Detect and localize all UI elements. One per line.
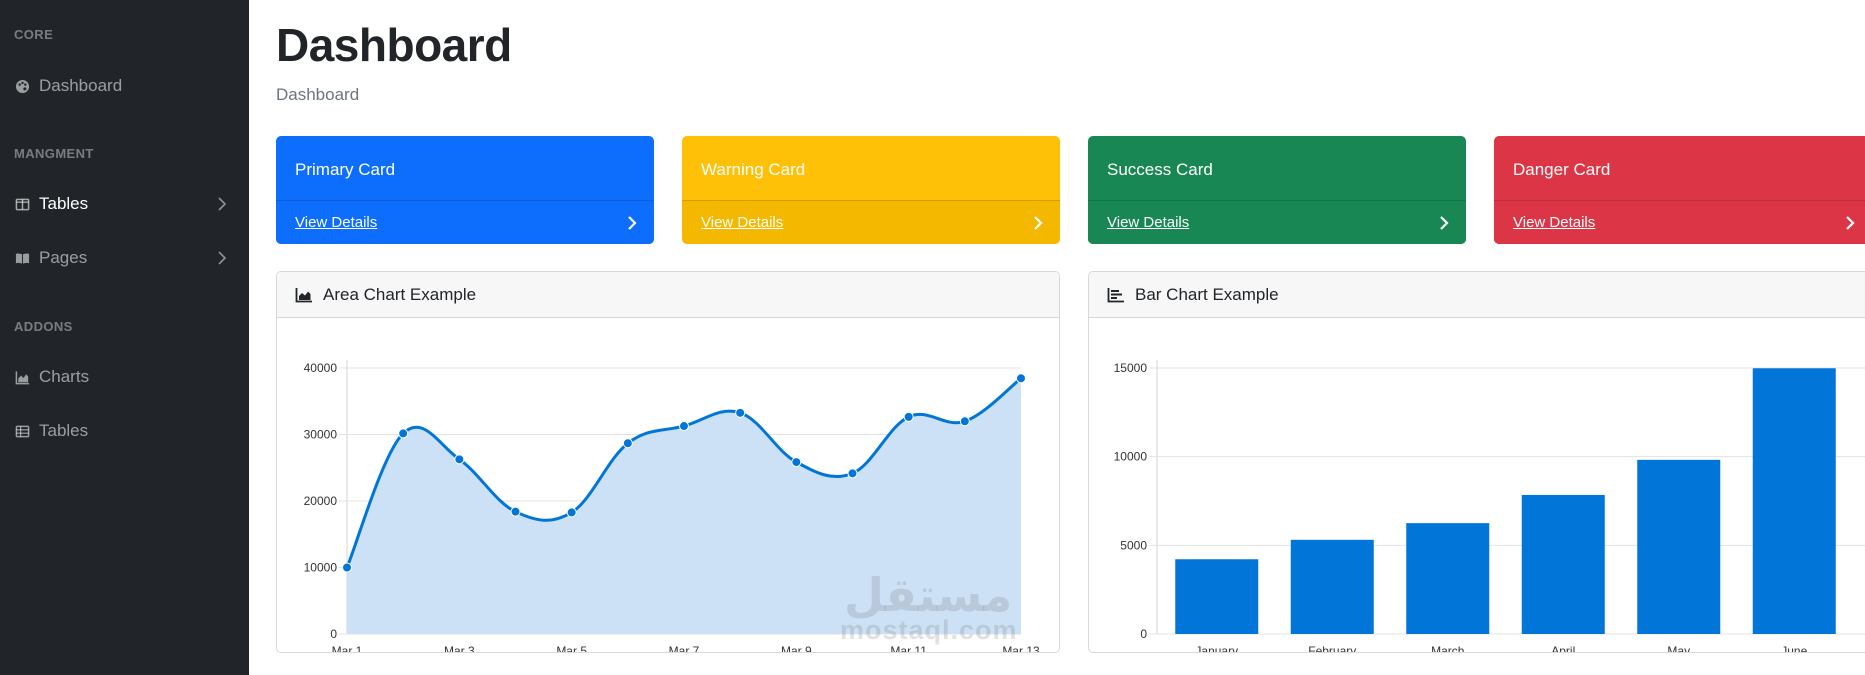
x-tick-label: April	[1551, 644, 1575, 653]
page-title: Dashboard	[276, 19, 512, 71]
bar	[1290, 539, 1374, 634]
bar	[1637, 459, 1721, 634]
data-point	[735, 407, 746, 418]
x-tick-label: Mar 9	[781, 644, 812, 653]
sidebar-item-charts[interactable]: Charts	[0, 357, 249, 397]
card-title: Success Card	[1107, 160, 1213, 179]
card-footer: View Details	[1494, 200, 1865, 244]
y-tick-label: 0	[330, 627, 337, 641]
chart-area-icon	[14, 369, 31, 386]
main-content: Dashboard Dashboard Primary Card View De…	[249, 0, 1865, 675]
panel-header: Bar Chart Example	[1089, 272, 1865, 318]
panel-header: Area Chart Example	[277, 272, 1059, 318]
bar	[1752, 368, 1836, 634]
bar-chart: 0 5000 10000 15000 January February March April…	[1114, 360, 1865, 653]
x-tick-label: Mar 13	[1002, 644, 1040, 653]
watermark-latin: mostaql.com	[840, 615, 1018, 645]
area-chart-panel: Area Chart Example 0 10000 20000 30000 40000…	[276, 271, 1060, 653]
area-chart: 0 10000 20000 30000 40000 Mar 1 Mar 3 Mar 5 Mar …	[304, 360, 1040, 653]
view-details-link[interactable]: View Details	[295, 214, 378, 231]
y-tick-label: 20000	[304, 494, 338, 508]
chevron-right-icon	[218, 197, 227, 211]
card-title: Warning Card	[701, 160, 806, 179]
book-open-icon	[14, 250, 31, 267]
watermark-arabic: مستقل	[844, 569, 1013, 621]
view-details-link[interactable]: View Details	[1513, 214, 1596, 231]
data-point	[622, 438, 633, 449]
data-point	[679, 421, 689, 432]
x-tick-label: Mar 1	[332, 644, 363, 653]
x-tick-label: May	[1667, 644, 1690, 653]
y-tick-label: 10000	[304, 561, 338, 575]
chevron-right-icon[interactable]	[1438, 215, 1450, 231]
sidebar-item-pages[interactable]: Pages	[0, 238, 249, 278]
sidebar-heading-addons: ADDONS	[14, 319, 73, 334]
chart-area-icon	[295, 287, 313, 303]
card-footer: View Details	[276, 200, 654, 244]
y-tick-label: 10000	[1114, 450, 1148, 464]
sidebar-item-label: Tables	[39, 194, 89, 213]
data-point	[791, 457, 802, 468]
sidebar-item-dashboard[interactable]: Dashboard	[0, 66, 249, 106]
x-tick-label: Mar 7	[669, 644, 700, 653]
sidebar-item-label: Tables	[39, 421, 89, 440]
x-tick-label: February	[1308, 644, 1356, 653]
x-tick-label: Mar 3	[444, 644, 475, 653]
success-card: Success Card View Details	[1088, 136, 1466, 244]
view-details-link[interactable]: View Details	[1107, 214, 1190, 231]
data-point	[398, 428, 409, 439]
data-point	[959, 416, 970, 427]
x-tick-label: January	[1195, 644, 1238, 653]
sidebar-item-label: Dashboard	[39, 76, 123, 95]
y-tick-label: 15000	[1114, 361, 1148, 375]
view-details-link[interactable]: View Details	[701, 214, 784, 231]
card-footer: View Details	[682, 200, 1060, 244]
data-point	[903, 411, 914, 422]
panel-title: Bar Chart Example	[1135, 284, 1279, 304]
warning-card: Warning Card View Details	[682, 136, 1060, 244]
breadcrumb: Dashboard	[276, 85, 360, 104]
card-title: Danger Card	[1513, 160, 1611, 179]
palette-icon	[14, 78, 31, 95]
area-fill	[347, 378, 1021, 634]
bar	[1175, 559, 1259, 634]
x-tick-label: March	[1431, 644, 1464, 653]
bar	[1406, 523, 1490, 634]
columns-icon	[14, 196, 31, 213]
table-icon	[14, 423, 31, 440]
x-tick-label: June	[1781, 644, 1807, 653]
chevron-right-icon[interactable]	[1032, 215, 1044, 231]
x-tick-label: Mar 11	[890, 644, 927, 653]
sidebar-item-label: Pages	[39, 248, 88, 267]
sidebar-heading-core: CORE	[14, 27, 54, 42]
bar	[1521, 494, 1605, 634]
y-tick-label: 5000	[1120, 538, 1147, 552]
danger-card: Danger Card View Details	[1494, 136, 1865, 244]
card-title: Primary Card	[295, 160, 396, 179]
data-point	[342, 562, 352, 573]
sidebar-item-tables-addon[interactable]: Tables	[0, 411, 249, 451]
sidebar: CORE Dashboard MANGMENT Tables Pages ADD…	[0, 0, 249, 675]
data-point	[847, 468, 858, 479]
y-tick-label: 30000	[304, 428, 338, 442]
card-footer: View Details	[1088, 200, 1466, 244]
chevron-right-icon	[218, 251, 227, 265]
panel-title: Area Chart Example	[323, 284, 477, 304]
y-tick-label: 40000	[304, 361, 338, 375]
chart-bar-icon	[1107, 287, 1125, 303]
data-point	[1016, 373, 1026, 384]
chevron-right-icon[interactable]	[626, 215, 638, 231]
data-point	[454, 454, 465, 465]
watermark: مستقل mostaql.com	[840, 569, 1018, 646]
data-point	[566, 507, 577, 518]
x-tick-label: Mar 5	[556, 644, 587, 653]
y-tick-label: 0	[1140, 627, 1147, 641]
data-point	[510, 506, 521, 517]
primary-card: Primary Card View Details	[276, 136, 654, 244]
sidebar-item-label: Charts	[39, 367, 90, 386]
sidebar-heading-management: MANGMENT	[14, 146, 94, 161]
sidebar-item-tables[interactable]: Tables	[0, 184, 249, 224]
chevron-right-icon[interactable]	[1844, 215, 1856, 231]
bar-chart-panel: Bar Chart Example 0 5000 10000 15000 January…	[1088, 271, 1865, 653]
